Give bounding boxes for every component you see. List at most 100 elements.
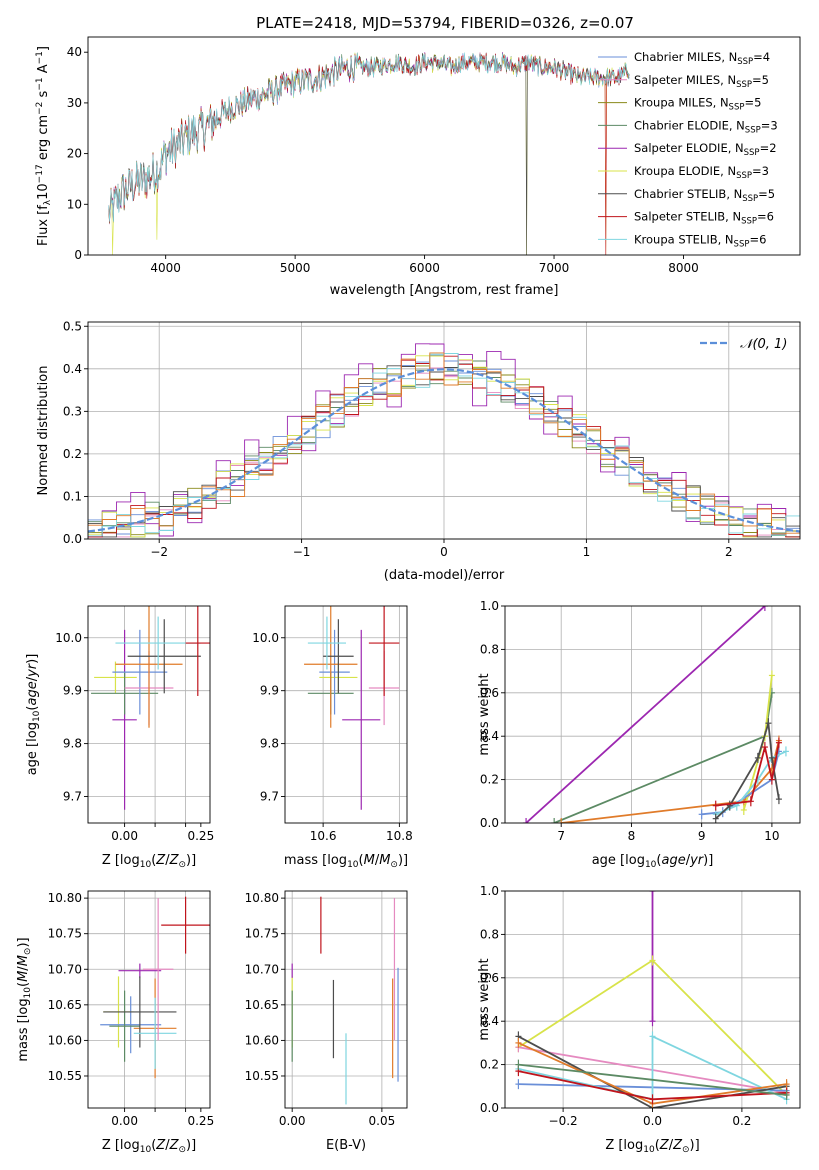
residual_hist-ytick-label: 0.2 (63, 447, 82, 461)
legend-entry: Kroupa STELIB, NSSP=6 (634, 232, 766, 249)
z_vs_mass-grid (88, 891, 210, 1108)
spectrum-plot (108, 52, 630, 255)
spectrum-ytick-label: 20 (67, 147, 82, 161)
legend-text-end: =5 (758, 187, 775, 201)
z_vs_age-xlabel: Z [log10(Z/Z⊙)] (102, 853, 196, 870)
z_vs_weight-xlabel: Z [log10(Z/Z⊙)] (605, 1138, 699, 1155)
ebv_vs_mass-ytick-label: 10.60 (245, 1033, 279, 1047)
residual_hist-xtick-label: 2 (725, 545, 733, 559)
age_vs_weight-ylabel: mass weight (477, 673, 492, 755)
mass_vs_age-axes: 10.6 10.8 9.7 9.8 9.9 10.0 mass [log10(M/M⊙)] (252, 605, 413, 870)
z_vs_weight-ytick-label: 0.8 (480, 927, 499, 941)
z_vs_age-ytick-label: 9.8 (63, 737, 82, 751)
residual_hist-ytick-label: 0.1 (63, 489, 82, 503)
legend-sub: SSP (736, 80, 752, 90)
legend-entry: 𝒩(0, 1) (740, 337, 787, 352)
legend-text-end: =2 (760, 141, 777, 155)
spectrum-series-line (108, 52, 630, 255)
spectrum-xtick-label: 8000 (668, 261, 699, 275)
z_vs_weight-series-line (518, 1034, 787, 1101)
z_vs_age-axes: 0.00 9.7 9.8 9.9 10.0 0.25 Z [log10(Z/Z⊙)] age … (25, 605, 214, 870)
z_vs_weight-axes: −0.2 0.0 0.2 0.0 0.2 0.4 0.6 0.8 1.0 Z [log10(Z/Z… (477, 884, 801, 1155)
legend-sub: SSP (736, 171, 752, 181)
z_vs_weight-ytick-label: 0.4 (480, 1014, 499, 1028)
z_vs_mass-xlabel: Z [log10(Z/Z⊙)] (102, 1138, 196, 1155)
legend-entry: Chabrier ELODIE, NSSP=3 (634, 118, 778, 135)
spectrum-ytick-label: 0 (74, 248, 82, 262)
spectrum-ytick-label: 40 (67, 45, 82, 59)
age_vs_weight-ytick-label: 0.8 (480, 642, 499, 656)
spectrum-series-line (108, 52, 630, 225)
mass_vs_age-ytick-label: 9.9 (260, 684, 279, 698)
ebv_vs_mass-ytick-label: 10.65 (245, 998, 279, 1012)
spectrum-frame (87, 36, 801, 256)
age_vs_weight-xtick-label: 10 (764, 829, 779, 843)
legend-text-end: =3 (761, 118, 778, 132)
z_vs_weight-ytick-label: 1.0 (480, 884, 499, 898)
legend-text: Chabrier ELODIE, N (634, 118, 745, 132)
mass_vs_age-ytick-label: 9.8 (260, 737, 279, 751)
figure-title: PLATE=2418, MJD=53794, FIBERID=0326, z=0… (256, 14, 634, 32)
legend-text-end: =3 (752, 164, 769, 178)
z_vs_age-frame (87, 605, 211, 824)
legend-entry: Salpeter STELIB, NSSP=6 (634, 210, 774, 227)
residual_hist-xtick-label: 0 (440, 545, 448, 559)
z_vs_age-ytick-label: 9.7 (63, 790, 82, 804)
legend-text-end: =6 (749, 232, 766, 246)
legend-text: Salpeter MILES, N (634, 73, 736, 87)
axes-layer: 4000 5000 6000 7000 8000010203040wavelength … (16, 36, 801, 1155)
legend-entry: Chabrier STELIB, NSSP=5 (634, 187, 775, 204)
ebv_vs_mass-ytick-label: 10.75 (245, 927, 279, 941)
legend-sub: SSP (744, 148, 760, 158)
legend-sub: SSP (742, 194, 758, 204)
legend-text: Chabrier STELIB, N (634, 187, 742, 201)
mass_vs_age-plot (304, 606, 400, 810)
ebv_vs_mass-plot (291, 896, 399, 1105)
age_vs_weight-plot (523, 606, 789, 823)
z_vs_age-xtick-label: 0.25 (187, 829, 214, 843)
z_vs_mass-axes: 0.00 10.55 10.60 10.65 10.70 10.75 10.80 0.25 Z … (16, 890, 214, 1155)
age_vs_weight-ytick-label: 1.0 (480, 599, 499, 613)
age_vs_weight-ytick-label: 0.6 (480, 686, 499, 700)
z_vs_age-ytick-label: 9.9 (63, 684, 82, 698)
spectrum-series-line (108, 52, 630, 255)
legend-entry: Kroupa MILES, NSSP=5 (634, 96, 761, 113)
z_vs_weight-ylabel: mass weight (477, 958, 492, 1040)
age_vs_weight-series-line (715, 722, 780, 820)
spectrum-ytick-label: 30 (67, 96, 82, 110)
age_vs_weight-frame (504, 605, 801, 824)
spectrum-ylabel: Flux [fλ10−17 erg cm−2 s−1 A−1] (35, 46, 53, 246)
legend-entry: Kroupa ELODIE, NSSP=3 (634, 164, 769, 181)
age_vs_weight-series-line (525, 606, 766, 823)
legend-text-end: =4 (753, 50, 770, 64)
age_vs_weight-axes: 7 8 9 10 0.0 0.2 0.4 0.6 0.8 1.0 age [log10(age/yr… (477, 599, 801, 870)
legend-sub: SSP (741, 217, 757, 227)
z_vs_mass-xtick-label: 0.25 (187, 1114, 214, 1128)
z_vs_mass-plot (100, 896, 210, 1079)
legend-text: Kroupa STELIB, N (634, 232, 734, 246)
age_vs_weight-xtick-label: 9 (698, 829, 706, 843)
legend-entry: Chabrier MILES, NSSP=4 (634, 50, 770, 67)
spectrum-series-line (108, 52, 630, 223)
ebv_vs_mass-ytick-label: 10.80 (245, 891, 279, 905)
residual_hist-ytick-label: 0.5 (63, 319, 82, 333)
z_vs_weight-ytick-label: 0.0 (480, 1101, 499, 1115)
z_vs_weight-xtick-label: −0.2 (549, 1114, 578, 1128)
z_vs_mass-ytick-label: 10.60 (48, 1033, 82, 1047)
spectrum-xtick-label: 6000 (409, 261, 440, 275)
z_vs_weight-series-line (517, 1035, 787, 1108)
z_vs_mass-ytick-label: 10.55 (48, 1069, 82, 1083)
z_vs_weight-ytick-label: 0.6 (480, 971, 499, 985)
ebv_vs_mass-xtick-label: 0.00 (279, 1114, 306, 1128)
ebv_vs_mass-xlabel: E(B-V) (326, 1138, 366, 1153)
gaussian-curve (88, 368, 800, 533)
residual_hist-ytick-label: 0.3 (63, 404, 82, 418)
ebv_vs_mass-xtick-label: 0.05 (369, 1114, 396, 1128)
legend-entry: Salpeter MILES, NSSP=5 (634, 73, 769, 90)
age_vs_weight-xlabel: age [log10(age/yr)] (592, 853, 714, 870)
spectrum-xtick-label: 7000 (539, 261, 570, 275)
mass_vs_age-xlabel: mass [log10(M/M⊙)] (284, 853, 408, 870)
mass_vs_age-xtick-label: 10.8 (386, 829, 413, 843)
z_vs_weight-plot (515, 891, 790, 1108)
